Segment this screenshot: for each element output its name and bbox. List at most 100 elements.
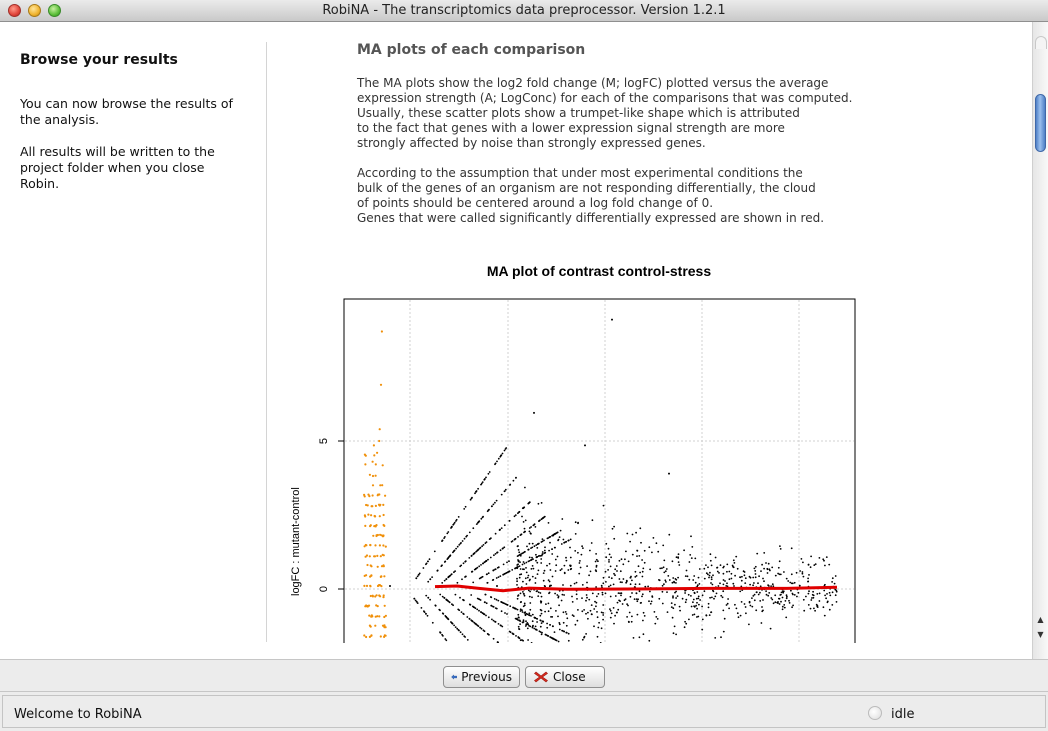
data-point xyxy=(631,553,634,556)
data-point xyxy=(661,590,664,593)
data-point xyxy=(792,593,794,596)
data-point xyxy=(514,567,516,570)
data-point xyxy=(593,625,595,628)
data-point xyxy=(752,576,755,579)
data-point xyxy=(492,637,495,640)
data-point xyxy=(539,592,542,594)
data-point xyxy=(527,589,530,592)
data-point xyxy=(521,611,524,613)
data-point xyxy=(531,613,534,616)
data-point xyxy=(778,560,781,563)
data-point xyxy=(661,602,664,605)
data-point xyxy=(454,626,457,628)
data-point xyxy=(696,616,698,618)
data-point xyxy=(441,612,444,615)
data-point xyxy=(601,591,604,594)
data-point xyxy=(695,597,698,600)
window-close-button[interactable] xyxy=(8,4,21,17)
data-point xyxy=(474,607,477,610)
data-point xyxy=(368,473,371,476)
y-axis-label: logFC : mutant-control xyxy=(290,487,302,596)
previous-button[interactable]: Previous xyxy=(443,666,520,688)
data-point xyxy=(755,591,758,593)
data-point xyxy=(762,577,764,580)
data-point xyxy=(708,614,711,616)
vertical-scrollbar[interactable]: ▲ ▼ xyxy=(1032,22,1048,659)
data-point xyxy=(654,622,657,625)
data-point xyxy=(823,614,826,617)
scrollbar-thumb[interactable] xyxy=(1035,94,1046,152)
data-point xyxy=(495,598,498,601)
data-point xyxy=(635,592,638,595)
data-point xyxy=(591,613,593,616)
data-point xyxy=(523,594,526,597)
data-point xyxy=(826,593,828,595)
data-point xyxy=(631,533,634,536)
window-zoom-button[interactable] xyxy=(48,4,61,17)
data-point xyxy=(425,562,428,565)
data-point xyxy=(365,584,369,588)
data-point xyxy=(710,576,713,579)
data-point xyxy=(596,616,599,619)
data-point xyxy=(639,602,642,604)
data-point xyxy=(505,447,508,449)
data-point xyxy=(383,635,386,639)
data-point xyxy=(512,606,514,609)
data-point xyxy=(710,564,713,567)
data-point xyxy=(517,560,520,563)
data-point xyxy=(381,484,384,487)
data-point xyxy=(554,558,557,561)
data-point xyxy=(720,594,723,597)
data-point xyxy=(441,582,444,584)
close-x-icon xyxy=(534,671,548,683)
data-point xyxy=(730,572,733,575)
data-point xyxy=(376,554,379,558)
data-point xyxy=(526,622,529,624)
data-point xyxy=(547,602,550,605)
data-point xyxy=(825,556,828,558)
data-point xyxy=(529,532,532,534)
sidebar-text-line: All results will be written to the xyxy=(20,144,215,159)
data-point xyxy=(765,593,768,596)
data-point xyxy=(697,576,700,579)
data-point xyxy=(523,602,526,605)
data-point xyxy=(609,616,612,619)
data-point xyxy=(522,580,524,583)
data-point xyxy=(475,623,478,626)
scroll-down-arrow-icon[interactable]: ▼ xyxy=(1037,630,1044,639)
window-minimize-button[interactable] xyxy=(28,4,41,17)
data-point xyxy=(571,601,574,603)
data-point xyxy=(373,454,376,457)
data-point xyxy=(522,551,525,554)
data-point xyxy=(588,598,591,601)
data-point xyxy=(626,616,628,618)
data-point xyxy=(688,561,691,563)
data-point xyxy=(667,575,670,577)
data-point xyxy=(632,637,635,639)
data-point xyxy=(485,602,488,605)
data-point xyxy=(363,584,366,588)
data-point xyxy=(809,566,812,569)
data-point xyxy=(774,594,777,597)
data-point xyxy=(732,582,735,585)
scroll-up-arrow-icon[interactable]: ▲ xyxy=(1037,615,1044,624)
data-point xyxy=(475,490,477,493)
data-point xyxy=(503,602,506,605)
data-point xyxy=(495,577,498,579)
data-point xyxy=(378,615,381,618)
data-point xyxy=(548,585,551,588)
data-point xyxy=(530,526,532,528)
data-point xyxy=(616,601,619,604)
data-point xyxy=(638,636,641,639)
data-point xyxy=(672,596,674,599)
data-point xyxy=(517,566,519,568)
data-point xyxy=(489,596,492,598)
data-point xyxy=(452,551,454,554)
data-point xyxy=(415,577,418,580)
data-point xyxy=(641,575,644,578)
data-point xyxy=(739,614,742,617)
data-point xyxy=(684,620,686,623)
close-button[interactable]: Close xyxy=(525,666,605,688)
text-line: The MA plots show the log2 fold change (… xyxy=(357,76,829,90)
data-point xyxy=(684,575,687,577)
